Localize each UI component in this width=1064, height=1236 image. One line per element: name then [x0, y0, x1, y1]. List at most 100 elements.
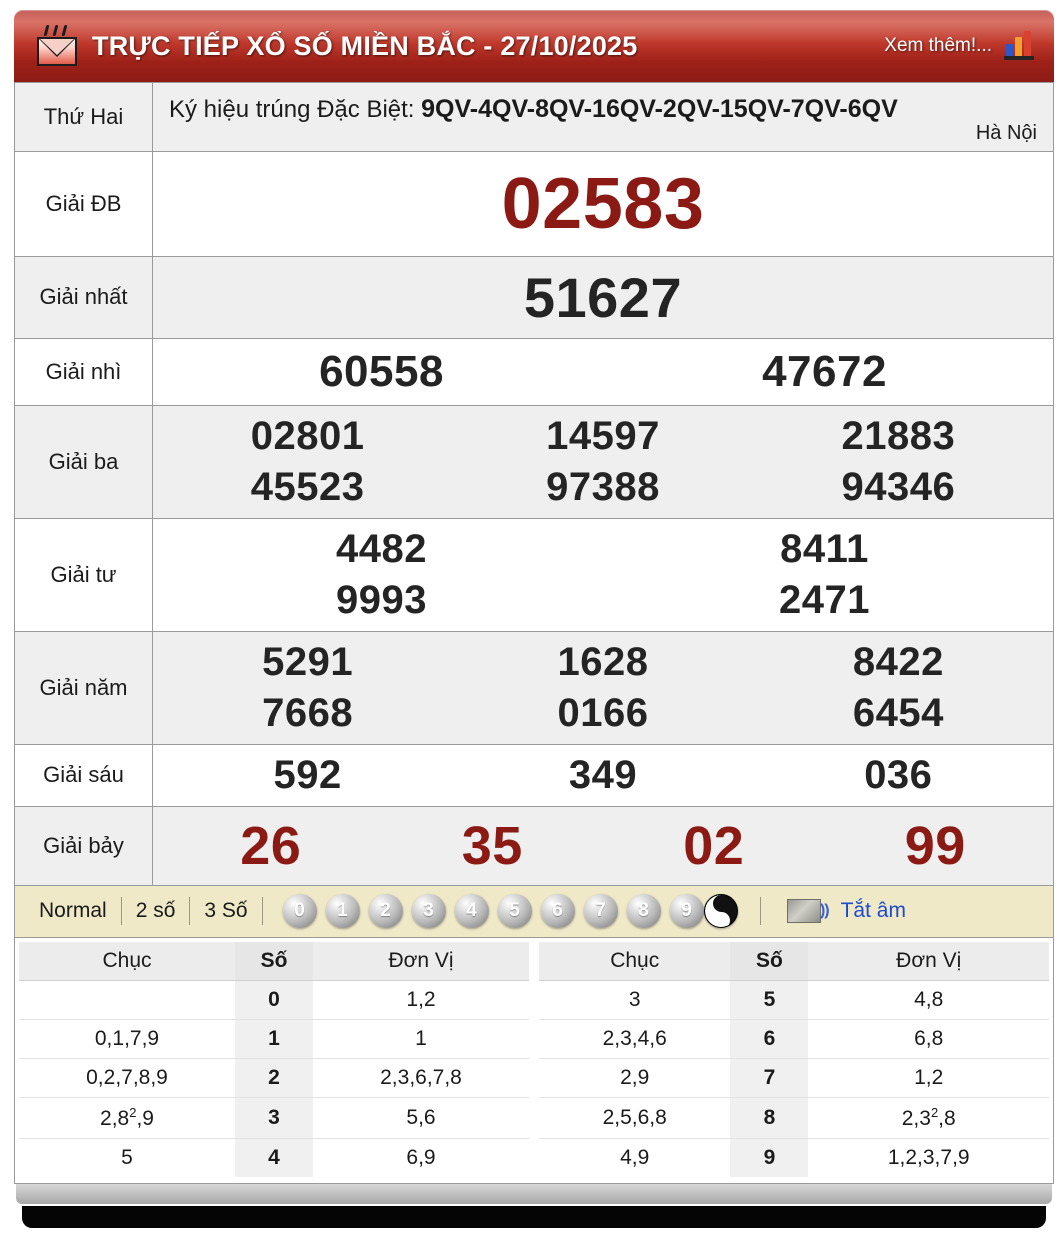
prize-number: 2471	[779, 577, 870, 622]
mute-label[interactable]: Tắt âm	[840, 899, 906, 923]
stats-header-row: Chục Số Đơn Vị	[539, 941, 1049, 981]
stats-cell-tens: 2,9	[539, 1058, 731, 1098]
prize-values-tu: 4482 8411 9993 2471	[152, 517, 1054, 632]
page-title: TRỰC TIẾP XỔ SỐ MIỀN BẮC - 27/10/2025	[92, 30, 638, 61]
stats-row: 3 5 4,8	[539, 980, 1049, 1020]
prize-row-nhi: Giải nhì 60558 47672	[14, 337, 1054, 406]
prize-number: 1628	[557, 639, 649, 684]
window-base-bar	[22, 1205, 1046, 1228]
stats-row: 0 1,2	[19, 980, 529, 1020]
digit-ball-4[interactable]: 4	[454, 894, 489, 929]
prize-row-bay: Giải bảy 26 35 02 99	[14, 805, 1054, 886]
stats-header-digit: Số	[235, 941, 313, 981]
stats-cell-digit: 3	[235, 1097, 313, 1139]
stats-cell-tens: 4,9	[620, 1145, 650, 1169]
prize-number: 5291	[262, 639, 354, 684]
prize-number: 592	[273, 752, 342, 797]
toolbar-divider	[261, 897, 263, 926]
prize-values-bay: 26 35 02 99	[152, 805, 1054, 886]
window-footer-bar	[16, 1183, 1052, 1204]
filter-three-digits-button[interactable]: 3 Số	[204, 899, 248, 923]
yin-yang-ball-button[interactable]	[703, 894, 738, 929]
stats-cell-units: 6,9	[406, 1145, 436, 1169]
stats-cell-digit: 8	[730, 1097, 809, 1139]
bar-chart-icon[interactable]	[1004, 31, 1034, 60]
prize-number: 14597	[546, 413, 660, 458]
prize-label-nhi: Giải nhì	[14, 337, 153, 406]
stats-table-right: Chục Số Đơn Vị 3 5 4,8 2,3,4,6 6 6,8 2,9 7 1,2 2,…	[539, 941, 1049, 1177]
prize-number: 9993	[336, 577, 427, 622]
prize-number: 60558	[319, 346, 444, 396]
stats-cell-units: 1,2,3,7,9	[887, 1145, 970, 1169]
prize-row-tu: Giải tư 4482 8411 9993 2471	[14, 517, 1054, 632]
digit-ball-1[interactable]: 1	[325, 894, 360, 929]
prize-number: 4482	[336, 526, 427, 571]
hot-mail-icon	[36, 25, 78, 67]
see-more-link[interactable]: Xem thêm!...	[884, 35, 992, 56]
digit-ball-6[interactable]: 6	[540, 894, 575, 929]
stats-cell-tens: 2,3,4,6	[539, 1019, 731, 1059]
prize-number: 7668	[262, 690, 354, 735]
prize-row-nam: Giải năm 5291 1628 8422 7668 0166 6454	[14, 630, 1054, 745]
meta-row: Thứ Hai Ký hiệu trúng Đặc Biệt: 9QV-4QV-…	[14, 82, 1054, 152]
stats-cell-tens: 3	[539, 980, 731, 1020]
digit-ball-8[interactable]: 8	[626, 894, 661, 929]
prize-row-nhat: Giải nhất 51627	[14, 255, 1054, 339]
stats-table-left: Chục Số Đơn Vị 0 1,2 0,1,7,9 1 1 0,2,7,8,9 2 2,…	[19, 941, 529, 1177]
digit-ball-2[interactable]: 2	[368, 894, 403, 929]
toolbar-divider	[189, 897, 191, 926]
speaker-icon[interactable]: ))	[786, 899, 830, 924]
lottery-results-table: Thứ Hai Ký hiệu trúng Đặc Biệt: 9QV-4QV-…	[14, 82, 1054, 886]
header-actions: Xem thêm!...	[884, 31, 1034, 60]
digit-ball-3[interactable]: 3	[411, 894, 446, 929]
prize-label-ba: Giải ba	[14, 404, 153, 519]
stats-header-units: Đơn Vị	[808, 941, 1049, 981]
stats-cell-units: 1,2	[808, 1058, 1049, 1098]
prize-number: 21883	[841, 413, 956, 458]
sound-control[interactable]: )) Tắt âm	[786, 899, 906, 924]
prize-number: 51627	[523, 265, 683, 329]
code-label: Ký hiệu trúng Đặc Biệt:	[169, 96, 415, 123]
prize-values-nhat: 51627	[152, 255, 1054, 339]
special-code-cell: Ký hiệu trúng Đặc Biệt: 9QV-4QV-8QV-16QV…	[152, 82, 1054, 152]
prize-label-sau: Giải sáu	[14, 743, 153, 807]
digit-ball-5[interactable]: 5	[497, 894, 532, 929]
prize-number: 0166	[557, 690, 649, 735]
digit-ball-9[interactable]: 9	[669, 894, 704, 929]
stats-cell-units: 4,8	[808, 980, 1049, 1020]
stats-row: 2,9 7 1,2	[539, 1058, 1049, 1098]
stats-cell-digit: 4	[235, 1138, 313, 1177]
toolbar-divider	[120, 897, 122, 926]
prize-number: 47672	[762, 346, 887, 396]
stats-cell-units: 1,2	[313, 980, 529, 1020]
digit-ball-0[interactable]: 0	[282, 894, 317, 929]
stats-cell-digit: 0	[235, 980, 313, 1020]
digit-ball-7[interactable]: 7	[583, 894, 618, 929]
prize-values-nam: 5291 1628 8422 7668 0166 6454	[152, 630, 1054, 745]
lottery-widget: TRỰC TIẾP XỔ SỐ MIỀN BẮC - 27/10/2025 Xe…	[14, 10, 1054, 1228]
prize-label-nam: Giải năm	[14, 630, 153, 745]
province-label: Hà Nội	[975, 121, 1037, 144]
stats-row: 0,1,7,9 1 1	[19, 1019, 529, 1059]
stats-cell-units: 2,32,8	[808, 1097, 1049, 1139]
stats-row: 0,2,7,8,9 2 2,3,6,7,8	[19, 1058, 529, 1098]
mode-normal-button[interactable]: Normal	[39, 899, 107, 923]
prize-row-ba: Giải ba 02801 14597 21883 45523 97388 94346	[14, 404, 1054, 519]
stats-cell-tens: 2,5,6,8	[539, 1097, 731, 1139]
code-value: 9QV-4QV-8QV-16QV-2QV-15QV-7QV-6QV	[421, 95, 898, 123]
filter-two-digits-button[interactable]: 2 số	[135, 899, 176, 923]
prize-number: 8422	[852, 639, 944, 684]
prize-number: 6454	[852, 690, 944, 735]
prize-number: 45523	[250, 464, 365, 509]
stats-cell-digit: 7	[730, 1058, 809, 1098]
prize-number: 8411	[780, 526, 869, 571]
prize-label-tu: Giải tư	[14, 517, 153, 632]
prize-number: 02801	[250, 413, 365, 458]
stats-row: 2,82,9 3 5,6	[19, 1097, 529, 1139]
stats-cell-tens: 5	[121, 1145, 133, 1169]
prize-number: 02583	[501, 163, 705, 244]
stats-header-tens: Chục	[539, 941, 731, 981]
stats-cell-units: 6,8	[808, 1019, 1049, 1059]
stats-header-units: Đơn Vị	[313, 941, 529, 981]
